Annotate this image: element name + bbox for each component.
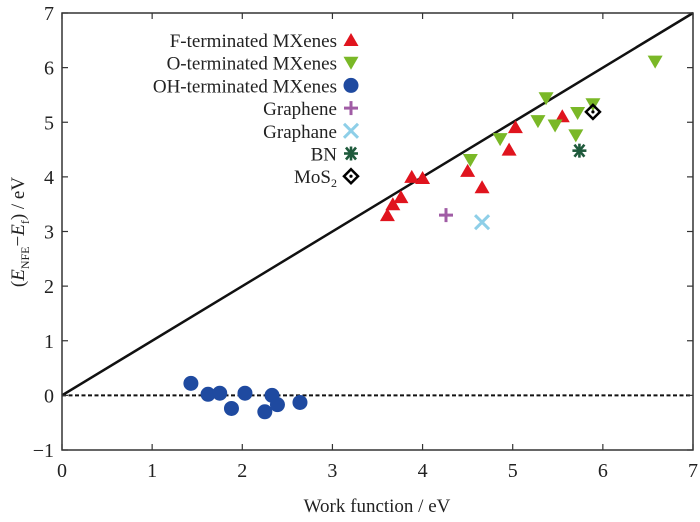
legend-marker — [344, 101, 358, 116]
legend-label-sub: 2 — [331, 176, 337, 190]
data-point — [474, 180, 490, 194]
legend-item: Graphane — [263, 122, 360, 143]
data-point — [492, 133, 508, 147]
data-point — [439, 208, 454, 223]
x-tick-label: 0 — [57, 460, 67, 482]
legend-label: OH-terminated MXenes — [153, 76, 337, 97]
diamond — [584, 103, 602, 121]
data-point — [568, 129, 584, 143]
x-tick-label: 1 — [147, 460, 157, 482]
data-point — [501, 142, 517, 156]
data-point — [570, 106, 586, 120]
legend-item: Graphene — [263, 99, 358, 120]
y-tick-label: 6 — [44, 58, 54, 80]
x-tick-labels: 0 1 2 3 4 5 6 7 — [57, 460, 698, 482]
series-graphane — [474, 214, 491, 231]
data-point — [462, 153, 478, 167]
data-point — [507, 120, 523, 134]
legend-label-base: MoS — [294, 167, 331, 188]
data-point — [237, 385, 253, 401]
data-point — [415, 170, 431, 184]
y-tick-label: 1 — [44, 331, 54, 353]
data-point — [212, 385, 228, 401]
legend-item: O-terminated MXenes — [167, 54, 359, 75]
y-tick-label: 0 — [44, 385, 54, 407]
data-point — [584, 103, 602, 121]
data-point — [379, 208, 395, 222]
y-title-e1: E — [8, 269, 29, 282]
y-axis-title: (ENFE−Ef) / eV — [8, 177, 32, 287]
y-title-suffix: ) / eV — [8, 177, 29, 221]
series-mos2 — [584, 103, 602, 121]
y-title-e2: E — [8, 224, 29, 237]
legend-label: MoS2 — [294, 167, 337, 190]
x-tick-label: 4 — [418, 460, 428, 482]
series-f-terminated-mxenes — [379, 109, 570, 222]
legend-item: OH-terminated MXenes — [153, 76, 359, 97]
legend-marker — [344, 146, 358, 161]
data-point — [530, 115, 546, 129]
data-point — [474, 214, 491, 231]
data-point — [292, 394, 308, 410]
y-title-sub1: NFE — [18, 246, 32, 269]
series-oh-terminated-mxenes — [183, 375, 308, 420]
y-tick-labels: −1 0 1 2 3 4 5 6 7 — [33, 3, 54, 462]
y-tick-label: −1 — [33, 440, 54, 462]
series-graphene — [439, 208, 454, 223]
diamond — [342, 167, 360, 185]
data-point — [385, 197, 401, 211]
y-title-minus: − — [8, 236, 29, 247]
legend-label: Graphene — [263, 99, 337, 120]
legend-item: F-terminated MXenes — [170, 31, 359, 52]
legend-item: MoS2 — [294, 167, 360, 190]
series-bn — [572, 143, 587, 158]
legend-item: BN — [311, 145, 358, 166]
diamond-dot — [349, 174, 353, 178]
data-point — [460, 163, 476, 177]
legend-label: F-terminated MXenes — [170, 31, 337, 52]
x-tick-label: 7 — [688, 460, 698, 482]
data-point — [647, 55, 663, 69]
legend-marker — [342, 122, 360, 139]
x-axis-title: Work function / eV — [304, 496, 451, 517]
x-tick-label: 6 — [598, 460, 608, 482]
data-point — [538, 92, 554, 106]
data-point — [393, 190, 409, 204]
reference-line-diagonal — [61, 11, 694, 397]
y-tick-label: 3 — [44, 222, 54, 244]
x-tick-label: 2 — [237, 460, 247, 482]
reference-lines — [61, 11, 694, 397]
y-tick-label: 4 — [44, 167, 54, 189]
y-title-sub2: f — [18, 220, 32, 224]
cross-b — [342, 122, 360, 139]
y-tick-label: 5 — [44, 112, 54, 134]
axis-ticks — [61, 12, 694, 451]
data-point — [404, 169, 420, 183]
y-tick-label: 2 — [44, 276, 54, 298]
legend-label: BN — [311, 145, 338, 166]
data-points — [183, 55, 663, 420]
data-point — [269, 397, 285, 413]
legend-marker — [343, 77, 359, 93]
legend-label: Graphane — [263, 122, 337, 143]
legend-marker — [342, 167, 360, 185]
diamond-dot — [591, 110, 595, 114]
x-tick-label: 3 — [327, 460, 337, 482]
x-tick-label: 5 — [508, 460, 518, 482]
legend-marker — [343, 33, 359, 46]
y-tick-label: 7 — [44, 3, 54, 25]
y-title-prefix: ( — [8, 281, 29, 287]
data-point — [200, 386, 216, 402]
data-point — [572, 143, 587, 158]
data-point — [223, 400, 239, 416]
legend-marker — [343, 56, 359, 70]
cross-b — [474, 214, 491, 231]
data-point — [257, 404, 273, 420]
data-point — [547, 119, 563, 133]
legend-label: O-terminated MXenes — [167, 54, 337, 75]
data-point — [554, 109, 570, 123]
data-point — [183, 375, 199, 391]
